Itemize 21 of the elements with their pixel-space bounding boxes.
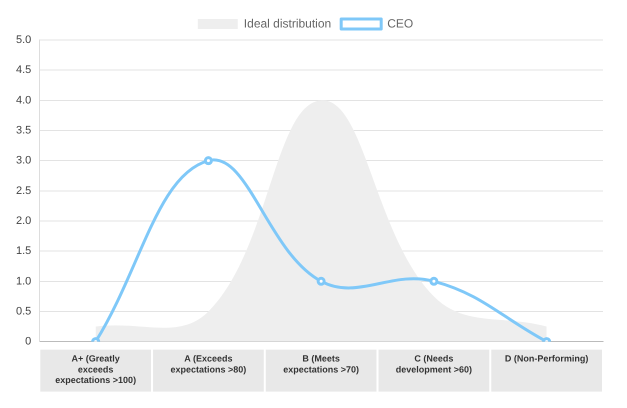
- x-tick-label: C (Needs development >60): [396, 353, 472, 374]
- x-tick-label: B (Meets expectations >70): [283, 353, 360, 374]
- y-tick-label: 3.0: [16, 154, 32, 167]
- y-tick-label: 4.0: [16, 94, 32, 106]
- y-tick-label: 1.5: [16, 245, 32, 258]
- point: [204, 156, 213, 166]
- legend-label: Ideal distribution: [244, 16, 332, 30]
- y-tick-label: 3.5: [16, 124, 32, 137]
- y-tick-label: 2.0: [16, 214, 32, 227]
- x-tick-label: A (Exceeds expectations >80): [170, 353, 246, 374]
- y-tick-label: 2.5: [16, 184, 32, 197]
- y-tick-label: 1.0: [16, 275, 32, 288]
- y-tick-label: 0: [25, 336, 32, 348]
- point: [429, 276, 438, 286]
- y-tick-label: 5.0: [16, 34, 32, 46]
- legend-label: CEO: [387, 16, 414, 30]
- x-tick-label: D (Non-Performing): [504, 353, 588, 364]
- x-tick-label: A+ (Greatly exceeds expectations >100): [55, 353, 136, 386]
- y-tick-label: 4.5: [16, 64, 32, 76]
- point: [316, 276, 326, 286]
- y-tick-label: 0.5: [16, 305, 32, 318]
